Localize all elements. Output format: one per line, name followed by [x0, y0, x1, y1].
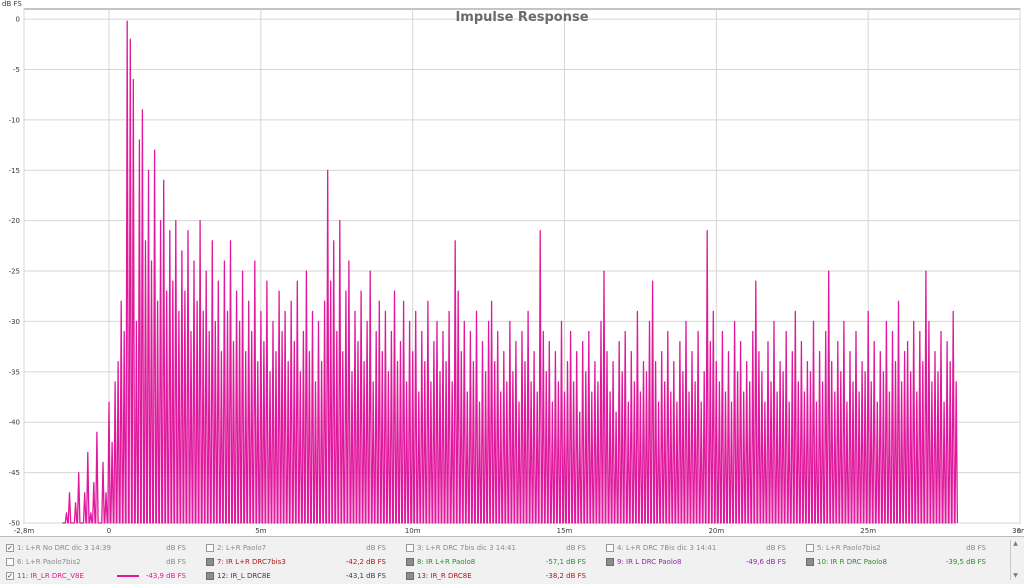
- legend-item[interactable]: 11: IR_LR DRC_V8E -43,9 dB FS: [4, 568, 204, 584]
- chart-area[interactable]: 0 -5 -10 -15 -20 -25 -30 -35 -40 -45 -50 -2,8m 0 5m 10…: [0, 0, 1024, 536]
- legend-item[interactable]: 4: L+R DRC 7Bis dic 3 14:41 dB FS: [604, 540, 804, 556]
- visibility-checkbox[interactable]: [6, 544, 14, 552]
- y-axis-unit: dB FS: [2, 0, 22, 8]
- legend-item[interactable]: 5: L+R Paolo7bis2 dB FS: [804, 540, 1004, 556]
- visibility-checkbox[interactable]: [406, 558, 414, 566]
- legend-item-name: 8: IR L+R Paolo8: [417, 558, 476, 566]
- visibility-checkbox[interactable]: [806, 544, 814, 552]
- chart-title: Impulse Response: [455, 10, 588, 25]
- x-tick-label: 30m: [1012, 527, 1024, 535]
- legend-item-name: 11: IR_LR DRC_V8E: [17, 572, 84, 580]
- legend-item[interactable]: 8: IR L+R Paolo8 -57,1 dB FS: [404, 554, 604, 570]
- visibility-checkbox[interactable]: [606, 544, 614, 552]
- visibility-checkbox[interactable]: [406, 572, 414, 580]
- legend-item-value: -49,6 dB FS: [745, 558, 786, 566]
- x-tick-label: 0: [107, 527, 111, 535]
- legend-item-name: 1: L+R No DRC dic 3 14:39: [17, 544, 111, 552]
- x-tick-label: 5m: [255, 527, 266, 535]
- legend-item-value: -39,5 dB FS: [945, 558, 986, 566]
- legend-item-name: 13: IR_R DRC8E: [417, 572, 472, 580]
- legend-scrollbar[interactable]: ▲ ▼: [1010, 540, 1020, 580]
- legend-item-name: 10: IR R DRC Paolo8: [817, 558, 887, 566]
- legend-item-value: dB FS: [966, 544, 986, 552]
- legend-item-value: -43,9 dB FS: [145, 572, 186, 580]
- y-tick-label: -35: [9, 368, 20, 376]
- visibility-checkbox[interactable]: [406, 544, 414, 552]
- legend-item-name: 7: IR L+R DRC7bis3: [217, 558, 286, 566]
- legend-item-name: 3: L+R DRC 7bis dic 3 14:41: [417, 544, 516, 552]
- x-tick-label: 10m: [405, 527, 421, 535]
- legend-item-value: dB FS: [566, 544, 586, 552]
- x-tick-label: 15m: [557, 527, 573, 535]
- y-tick-label: -25: [9, 268, 20, 276]
- legend-item-value: dB FS: [766, 544, 786, 552]
- legend-item[interactable]: 2: L+R Paolo7 dB FS: [204, 540, 404, 556]
- visibility-checkbox[interactable]: [6, 558, 14, 566]
- legend-item[interactable]: 1: L+R No DRC dic 3 14:39 dB FS: [4, 540, 204, 556]
- legend-item[interactable]: 7: IR L+R DRC7bis3 -42,2 dB FS: [204, 554, 404, 570]
- visibility-checkbox[interactable]: [206, 572, 214, 580]
- legend-item-value: -57,1 dB FS: [545, 558, 586, 566]
- y-tick-label: -30: [9, 318, 20, 326]
- legend-item[interactable]: 13: IR_R DRC8E -38,2 dB FS: [404, 568, 604, 584]
- legend-item-value: dB FS: [166, 558, 186, 566]
- legend-row: 6: L+R Paolo7bis2 dB FS 7: IR L+R DRC7bis3…: [0, 554, 1024, 570]
- y-tick-label: -15: [9, 167, 20, 175]
- visibility-checkbox[interactable]: [206, 544, 214, 552]
- x-tick-label: 20m: [708, 527, 724, 535]
- visibility-checkbox[interactable]: [606, 558, 614, 566]
- legend-item-value: dB FS: [166, 544, 186, 552]
- legend-item[interactable]: 12: IR_L DRC8E -43,1 dB FS: [204, 568, 404, 584]
- y-tick-label: 0: [16, 16, 20, 24]
- visibility-checkbox[interactable]: [6, 572, 14, 580]
- legend-swatch: [117, 575, 139, 577]
- visibility-checkbox[interactable]: [806, 558, 814, 566]
- legend-item-name: 5: L+R Paolo7bis2: [817, 544, 881, 552]
- legend-item-value: -42,2 dB FS: [345, 558, 386, 566]
- legend-item-name: 9: IR L DRC Paolo8: [617, 558, 682, 566]
- legend-item[interactable]: 10: IR R DRC Paolo8 -39,5 dB FS: [804, 554, 1004, 570]
- impulse-response-chart[interactable]: 0 -5 -10 -15 -20 -25 -30 -35 -40 -45 -50-2,8m 0 5m 10…: [0, 0, 1024, 536]
- legend-item[interactable]: 3: L+R DRC 7bis dic 3 14:41 dB FS: [404, 540, 604, 556]
- x-axis-unit: s: [1017, 527, 1021, 535]
- scroll-down-icon[interactable]: ▼: [1013, 572, 1018, 579]
- y-tick-label: -40: [9, 419, 20, 427]
- legend-item[interactable]: 6: L+R Paolo7bis2 dB FS: [4, 554, 204, 570]
- legend-item[interactable]: 9: IR L DRC Paolo8 -49,6 dB FS: [604, 554, 804, 570]
- x-tick-label: 25m: [860, 527, 876, 535]
- legend-item-name: 6: L+R Paolo7bis2: [17, 558, 81, 566]
- scroll-up-icon[interactable]: ▲: [1013, 540, 1018, 547]
- y-tick-label: -20: [9, 217, 20, 225]
- y-tick-label: -5: [13, 66, 20, 74]
- legend-item-value: -43,1 dB FS: [345, 572, 386, 580]
- y-tick-label: -45: [9, 469, 20, 477]
- legend-item-name: 2: L+R Paolo7: [217, 544, 267, 552]
- y-tick-label: -50: [9, 520, 20, 528]
- visibility-checkbox[interactable]: [206, 558, 214, 566]
- legend-item-value: -38,2 dB FS: [545, 572, 586, 580]
- legend-row: 11: IR_LR DRC_V8E -43,9 dB FS 12: IR_L DRC…: [0, 568, 1024, 584]
- legend-item-name: 12: IR_L DRC8E: [217, 572, 271, 580]
- legend-item-value: dB FS: [366, 544, 386, 552]
- legend-item-name: 4: L+R DRC 7Bis dic 3 14:41: [617, 544, 717, 552]
- series-line[interactable]: [62, 20, 959, 524]
- y-tick-label: -10: [9, 116, 20, 124]
- x-tick-label: -2,8m: [14, 527, 35, 535]
